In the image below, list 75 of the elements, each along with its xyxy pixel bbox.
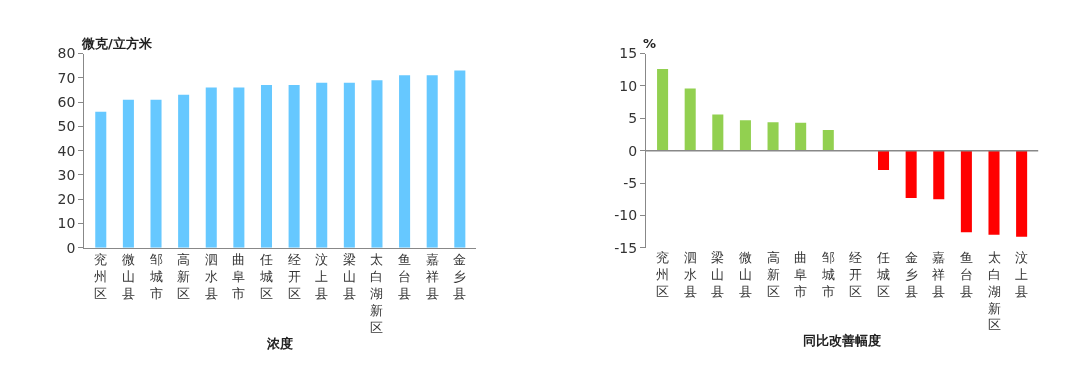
bar	[178, 94, 190, 248]
x-tick-label: 嘉祥县	[425, 252, 439, 302]
y-axis-title: 微克/立方米	[81, 36, 153, 51]
y-tick-label: 60	[57, 93, 76, 110]
bar	[233, 87, 245, 248]
y-tick-label: 10	[57, 215, 76, 232]
x-axis-title: 同比改善幅度	[803, 333, 882, 348]
x-axis-title: 浓度	[266, 335, 294, 351]
bar	[399, 75, 411, 248]
y-tick-label: -5	[623, 174, 638, 191]
y-tick-label: 40	[57, 142, 76, 159]
x-tick-label: 兖州区	[94, 252, 108, 302]
x-tick-label: 太白湖新区	[987, 249, 1001, 333]
x-tick-label: 高新区	[766, 249, 780, 299]
bar	[1016, 150, 1028, 237]
bar	[371, 80, 383, 248]
x-tick-label: 任城区	[876, 249, 891, 299]
bar	[822, 129, 834, 151]
x-tick-label: 泗水县	[204, 252, 218, 302]
x-tick-label: 汶上县	[1015, 249, 1029, 299]
x-tick-label: 经开区	[849, 249, 863, 299]
x-tick-label: 任城区	[258, 252, 273, 302]
bar	[657, 69, 669, 151]
bar	[288, 85, 300, 248]
y-tick-label: 80	[57, 45, 76, 62]
bar	[795, 122, 807, 151]
x-tick-label: 金乡县	[904, 249, 918, 299]
y-tick-label: 10	[619, 77, 638, 94]
bar	[260, 85, 273, 248]
x-tick-label: 梁山县	[711, 249, 725, 299]
bar	[426, 75, 438, 248]
x-tick-label: 梁山县	[342, 252, 356, 302]
y-tick-label: 50	[57, 118, 76, 135]
y-tick-label: 5	[628, 110, 638, 127]
y-tick-label: 70	[57, 69, 76, 86]
y-tick-label: 0	[66, 239, 76, 256]
x-tick-label: 曲阜市	[794, 249, 808, 299]
bar	[878, 150, 890, 171]
x-tick-label: 微山县	[738, 249, 752, 299]
y-axis-title: %	[643, 36, 657, 51]
x-tick-label: 鱼台县	[398, 252, 412, 302]
bar	[933, 150, 945, 200]
x-tick-label: 邹城市	[148, 252, 163, 302]
bar	[905, 150, 917, 198]
x-tick-label: 汶上县	[315, 252, 329, 302]
bar	[95, 111, 107, 248]
x-tick-label: 泗水县	[683, 249, 697, 299]
bar	[205, 87, 217, 248]
bar	[960, 150, 972, 233]
y-tick-label: -10	[614, 207, 638, 224]
bar	[150, 99, 162, 248]
y-tick-label: 20	[57, 191, 76, 208]
x-tick-label: 鱼台县	[959, 249, 973, 299]
x-tick-label: 金乡县	[453, 252, 467, 302]
x-tick-label: 太白湖新区	[370, 252, 384, 335]
bar	[767, 122, 779, 151]
bar	[739, 120, 751, 151]
bar	[316, 82, 328, 248]
x-tick-label: 曲阜市	[232, 252, 246, 302]
x-tick-label: 嘉祥县	[932, 249, 946, 299]
x-tick-label: 微山县	[121, 252, 135, 302]
y-tick-label: 30	[57, 166, 76, 183]
bar	[122, 99, 134, 248]
x-tick-label: 高新区	[177, 252, 191, 302]
bar	[988, 150, 1000, 235]
bar	[454, 70, 466, 248]
x-tick-label: 经开区	[287, 252, 301, 302]
x-tick-label: 邹城市	[820, 249, 835, 299]
x-tick-label: 兖州区	[656, 249, 670, 299]
y-tick-label: 0	[628, 142, 638, 159]
bar	[684, 88, 696, 151]
bar	[712, 114, 724, 151]
y-tick-label: -15	[614, 239, 638, 256]
bar	[343, 82, 355, 248]
y-tick-label: 15	[619, 45, 638, 62]
